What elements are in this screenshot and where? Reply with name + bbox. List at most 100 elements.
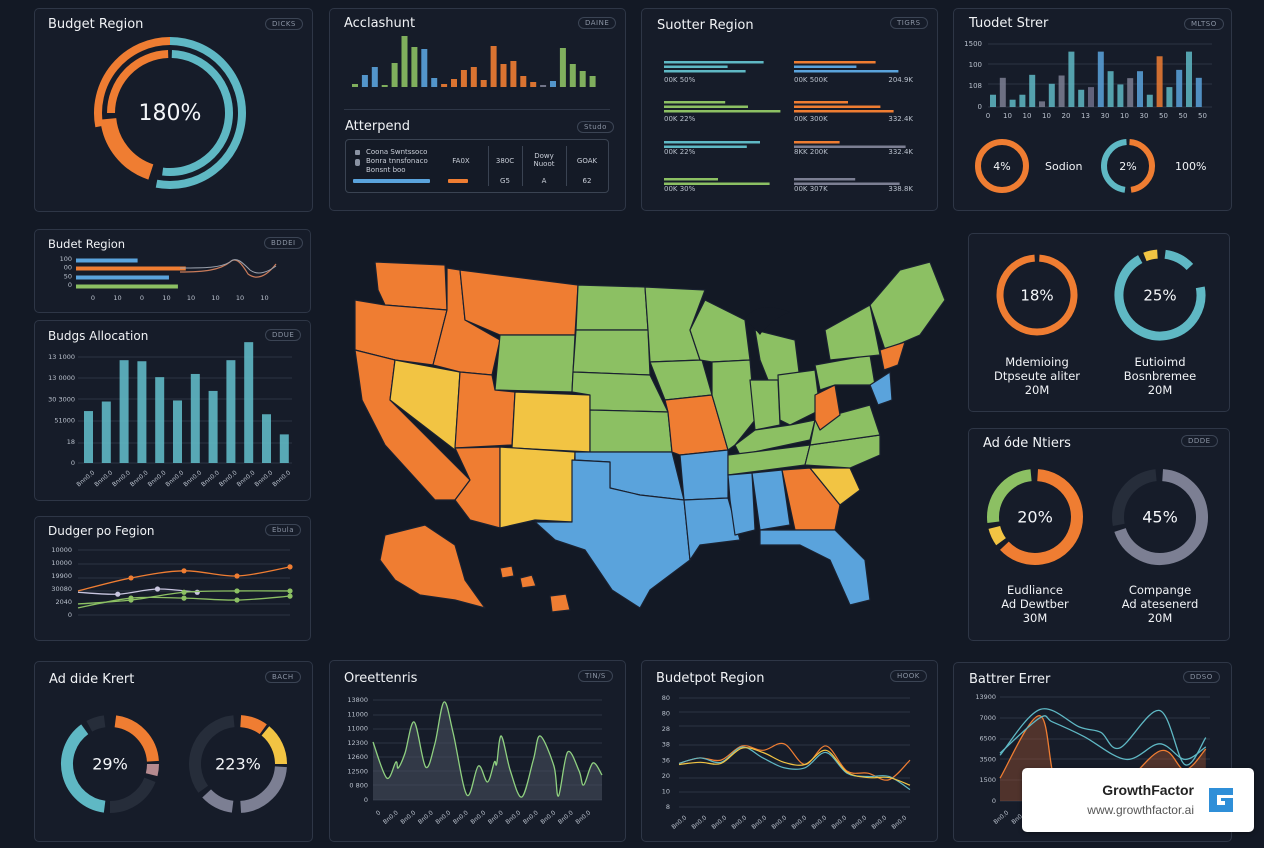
- panel-title: Tuodet Strer: [969, 16, 1049, 31]
- label-line: 20M: [1024, 383, 1050, 397]
- donut-label: Mdemioing Dtpseute aliter 20M: [972, 355, 1102, 397]
- map-state-oklahoma: [574, 451, 685, 501]
- map-state-texas: [534, 459, 691, 609]
- panel-title: Ad óde Ntiers: [983, 436, 1071, 451]
- panel-badge-button[interactable]: DAINE: [578, 17, 617, 29]
- label-line: Eudliance: [1007, 583, 1063, 597]
- map-state-nebraska: [571, 371, 669, 413]
- donut-label: Eutioimd Bosnbremee 20M: [1095, 355, 1225, 397]
- map-state-louisiana: [683, 497, 741, 561]
- panel-badge-button[interactable]: BACH: [265, 671, 301, 683]
- legend-line: Bonra tnnsfonaco: [366, 157, 428, 165]
- panel-title: Acclashunt: [344, 16, 416, 31]
- map-state-west-virginia: [814, 384, 841, 431]
- panel-title: Budet Region: [48, 237, 126, 251]
- label-line: Ad atesenerd: [1121, 597, 1199, 611]
- column-head: GOAK: [576, 157, 598, 165]
- column-head: FA0X: [452, 157, 470, 165]
- legend-icon: [355, 150, 360, 155]
- map-state-idaho: [432, 267, 501, 376]
- map-state-ohio: [777, 369, 821, 426]
- label-line: Compange: [1128, 583, 1192, 597]
- label-line: 20M: [1147, 383, 1173, 397]
- map-state-alaska: [379, 524, 486, 609]
- section-title: Atterpend: [345, 119, 410, 134]
- donut-label: Eudliance Ad Dewtber 30M: [970, 583, 1100, 625]
- panel-title: Dudger po Fegion: [48, 524, 155, 538]
- map-state-montana: [459, 269, 579, 336]
- growthfactor-logo-icon: [1209, 788, 1233, 812]
- watermark-name: GrowthFactor: [1102, 782, 1194, 798]
- column-value: G5: [500, 177, 510, 185]
- ad-dide-krert-panel: Ad dide Krert BACH: [34, 661, 313, 842]
- map-state-california: [354, 349, 471, 501]
- map-state-mississippi: [727, 472, 756, 536]
- panel-badge-button[interactable]: MLTSO: [1184, 18, 1224, 30]
- map-state-missouri: [664, 394, 729, 456]
- column-value: A: [541, 177, 547, 185]
- map-state-new-england: [869, 261, 946, 351]
- map-state-michigan: [754, 329, 801, 386]
- map-state-tennessee: [727, 444, 811, 476]
- map-state-kentucky: [734, 419, 816, 456]
- panel-badge-button[interactable]: Ebula: [265, 524, 302, 536]
- map-state-hawaii: [499, 565, 515, 579]
- map-state-south-dakota: [572, 329, 651, 376]
- map-state-arizona: [454, 446, 501, 529]
- map-state-wyoming: [494, 334, 576, 393]
- progress-bar-orange: [448, 179, 468, 183]
- map-state-new-mexico: [499, 446, 576, 529]
- suotter-region-panel: Suotter Region TIGRS: [641, 8, 938, 211]
- budget-region-panel: Budget Region DICKS: [34, 8, 313, 212]
- panel-title: Budetpot Region: [656, 671, 765, 686]
- map-state-wisconsin: [689, 299, 751, 363]
- dudger-po-fegion-panel: Dudger po Fegion Ebula: [34, 516, 311, 641]
- label-line: 30M: [1022, 611, 1048, 625]
- map-state-florida: [759, 529, 871, 606]
- panel-badge-button[interactable]: DDSO: [1183, 671, 1220, 683]
- label-line: Bosnbremee: [1123, 369, 1197, 383]
- map-state-north-carolina: [804, 434, 881, 469]
- map-state-colorado: [511, 391, 591, 453]
- panel-title: Budget Region: [48, 17, 144, 32]
- map-state-illinois: [711, 359, 756, 451]
- map-state-new-york: [824, 304, 881, 361]
- panel-title: Battrer Errer: [969, 672, 1051, 687]
- panel-badge-button[interactable]: DICKS: [265, 18, 303, 30]
- panel-badge-button[interactable]: TIGRS: [890, 17, 928, 29]
- budgs-allocation-panel: Budgs Allocation DDUE: [34, 320, 311, 501]
- map-state-utah: [454, 371, 516, 449]
- label-line: Dtpseute aliter: [993, 369, 1080, 383]
- column-head: Dowy Nuoot: [533, 152, 555, 168]
- legend-line: Coona Swntssoco: [366, 148, 428, 156]
- panel-badge-button[interactable]: TIN/S: [578, 670, 613, 682]
- map-state-maryland-delaware: [869, 371, 893, 406]
- budetpot-region-panel: Budetpot Region HOOK: [641, 660, 938, 842]
- map-state-nevada: [389, 359, 461, 451]
- panel-title: Oreettenris: [344, 671, 418, 686]
- divider: [566, 146, 567, 186]
- map-state-oregon: [354, 299, 448, 366]
- growthfactor-watermark: GrowthFactor www.growthfactor.ai: [1022, 768, 1254, 832]
- label-line: Mdemioing: [1005, 355, 1069, 369]
- panel-title: Ad dide Krert: [49, 672, 135, 687]
- panel-badge-button[interactable]: HOOK: [890, 670, 927, 682]
- atterpend-table: Coona Swntssoco Bonra tnnsfonaco Bonsnt …: [345, 139, 609, 193]
- progress-bar-blue: [353, 179, 430, 183]
- label-line: 20M: [1147, 611, 1173, 625]
- section-badge-button[interactable]: Studo: [577, 121, 614, 133]
- panel-badge-button[interactable]: BDDEI: [264, 237, 303, 249]
- legend-line: Bonsnt boo: [366, 166, 406, 174]
- panel-title: Suotter Region: [657, 18, 754, 33]
- panel-badge-button[interactable]: DDUE: [265, 329, 302, 341]
- column-value: 62: [582, 177, 592, 185]
- map-state-hawaii: [549, 593, 571, 613]
- map-state-arkansas: [679, 449, 729, 501]
- oreettenris-panel: Oreettenris TIN/S: [329, 660, 626, 842]
- budet-region-small-panel: Budet Region BDDEI: [34, 229, 311, 313]
- map-state-washington: [374, 261, 448, 311]
- legend-icon: [355, 159, 360, 166]
- map-state-minnesota: [644, 286, 706, 363]
- map-state-new-jersey: [879, 341, 906, 371]
- panel-badge-button[interactable]: DDDE: [1181, 435, 1218, 447]
